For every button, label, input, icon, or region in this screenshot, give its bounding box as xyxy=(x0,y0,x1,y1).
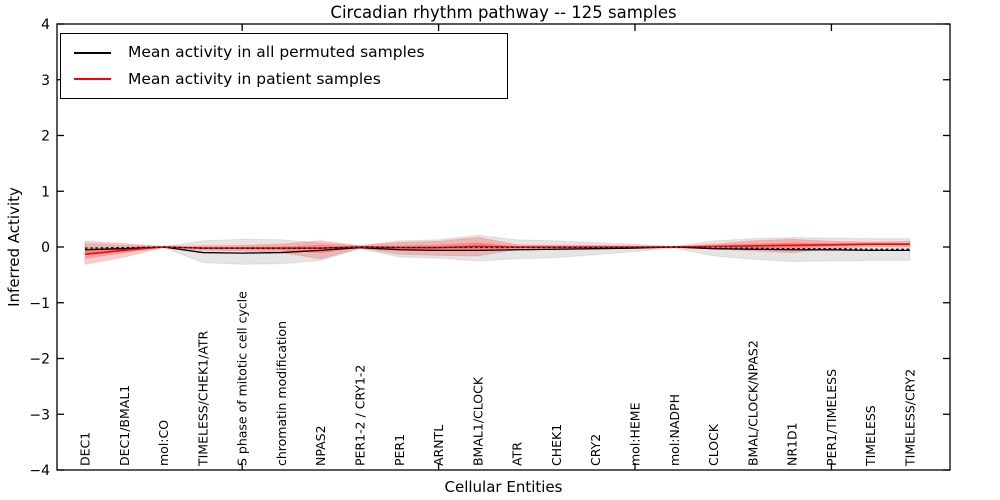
category-label: PER1-2 / CRY1-2 xyxy=(353,365,368,466)
permuted-line-swatch xyxy=(74,51,111,54)
y-tick-label: 4 xyxy=(41,17,50,33)
category-label: CLOCK xyxy=(706,423,721,466)
category-label: DEC1/BMAL1 xyxy=(117,385,132,466)
category-labels: DEC1 DEC1/BMAL1 mol:CO TIMELESS/CHEK1/ATR S … xyxy=(78,291,918,467)
y-tick-label: −2 xyxy=(29,352,50,368)
category-label: PER1/TIMELESS xyxy=(824,369,839,466)
category-label: chromatin modification xyxy=(274,321,289,466)
legend-item-patient: Mean activity in patient samples xyxy=(74,69,507,88)
legend-item-permuted: Mean activity in all permuted samples xyxy=(74,43,507,61)
y-axis-title: Inferred Activity xyxy=(5,187,23,307)
category-label: NR1D1 xyxy=(785,422,800,466)
category-label: mol:CO xyxy=(156,420,171,466)
category-label: mol:HEME xyxy=(628,402,643,466)
x-axis-title: Cellular Entities xyxy=(444,478,563,496)
y-tick-label: 1 xyxy=(41,184,50,200)
y-tick-label: −1 xyxy=(29,296,50,312)
category-label: NPAS2 xyxy=(313,425,328,466)
x-axis-ticks xyxy=(241,24,833,470)
category-label: DEC1 xyxy=(78,432,93,466)
patient-line-swatch xyxy=(74,78,111,81)
category-label: CHEK1 xyxy=(549,424,564,466)
category-label: ARNTL xyxy=(431,425,446,466)
line-near-zero-dashed-reference xyxy=(84,246,910,250)
series-lines xyxy=(84,243,910,256)
category-label: PER1 xyxy=(392,434,407,466)
category-label: S phase of mitotic cell cycle xyxy=(235,291,250,466)
legend-label-permuted: Mean activity in all permuted samples xyxy=(128,43,425,61)
category-label: TIMELESS/CRY2 xyxy=(903,369,918,467)
band-patient-samples-activity-range-outer- xyxy=(84,237,911,265)
category-label: mol:NADPH xyxy=(667,394,682,466)
legend: Mean activity in all permuted samples Me… xyxy=(60,33,508,99)
category-label: CRY2 xyxy=(588,434,603,466)
y-tick-label: −3 xyxy=(29,407,50,423)
category-label: TIMELESS xyxy=(863,405,878,467)
category-label: TIMELESS/CHEK1/ATR xyxy=(195,330,210,467)
y-tick-label: −4 xyxy=(29,463,50,479)
category-label: BMAL1/CLOCK xyxy=(470,376,485,466)
category-label: BMAL/CLOCK/NPAS2 xyxy=(745,340,760,466)
y-axis-ticks: 4 3 2 1 0 −1 −2 −3 −4 xyxy=(29,17,950,479)
legend-label-patient: Mean activity in patient samples xyxy=(128,69,381,88)
y-tick-label: 0 xyxy=(41,240,50,256)
y-tick-label: 2 xyxy=(41,129,50,145)
category-label: ATR xyxy=(510,442,525,466)
chart-title: Circadian rhythm pathway -- 125 samples xyxy=(330,3,677,22)
line-mean-activity-in-all-permuted-samples xyxy=(84,246,910,254)
y-tick-label: 3 xyxy=(41,73,50,89)
